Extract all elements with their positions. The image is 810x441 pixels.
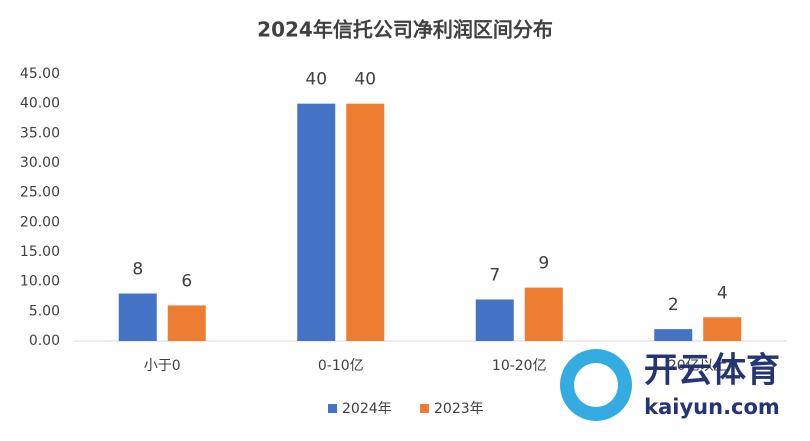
value-label: 40 — [354, 70, 376, 90]
watermark-ball — [574, 363, 618, 407]
x-tick-label: 20亿以上 — [668, 358, 728, 374]
y-tick-label: 0.00 — [29, 333, 60, 349]
value-label: 40 — [305, 70, 327, 90]
y-tick-label: 5.00 — [29, 303, 60, 319]
value-label: 7 — [489, 265, 500, 285]
bar — [118, 293, 157, 341]
bar — [346, 103, 385, 342]
value-label: 4 — [717, 283, 728, 303]
y-tick-label: 10.00 — [20, 274, 60, 290]
watermark-url: kaiyun.com — [644, 395, 780, 419]
legend-swatch — [328, 404, 337, 413]
legend-swatch — [420, 404, 429, 413]
x-tick-label: 0-10亿 — [318, 358, 364, 374]
y-tick-label: 40.00 — [20, 96, 60, 112]
x-tick-label: 小于0 — [144, 358, 181, 374]
value-label: 2 — [668, 295, 679, 315]
watermark-brand: 开云体育 — [644, 351, 780, 391]
y-tick-label: 25.00 — [20, 185, 60, 201]
bar — [524, 287, 563, 341]
watermark: 开云体育 kaiyun.com — [560, 349, 780, 421]
y-tick-label: 30.00 — [20, 155, 60, 171]
chart-title: 2024年信托公司净利润区间分布 — [257, 18, 553, 42]
bar — [703, 317, 742, 341]
bar — [297, 103, 336, 342]
bar — [654, 329, 693, 341]
y-tick-label: 20.00 — [20, 214, 60, 230]
legend-label: 2024年 — [342, 401, 392, 417]
value-label: 9 — [538, 254, 549, 274]
value-label: 8 — [132, 260, 143, 280]
bar — [167, 305, 206, 341]
x-tick-label: 10-20亿 — [492, 358, 547, 374]
bar — [475, 299, 514, 341]
y-tick-label: 15.00 — [20, 244, 60, 260]
y-tick-label: 45.00 — [20, 66, 60, 82]
value-label: 6 — [181, 271, 192, 291]
y-tick-label: 35.00 — [20, 125, 60, 141]
legend-label: 2023年 — [434, 401, 484, 417]
